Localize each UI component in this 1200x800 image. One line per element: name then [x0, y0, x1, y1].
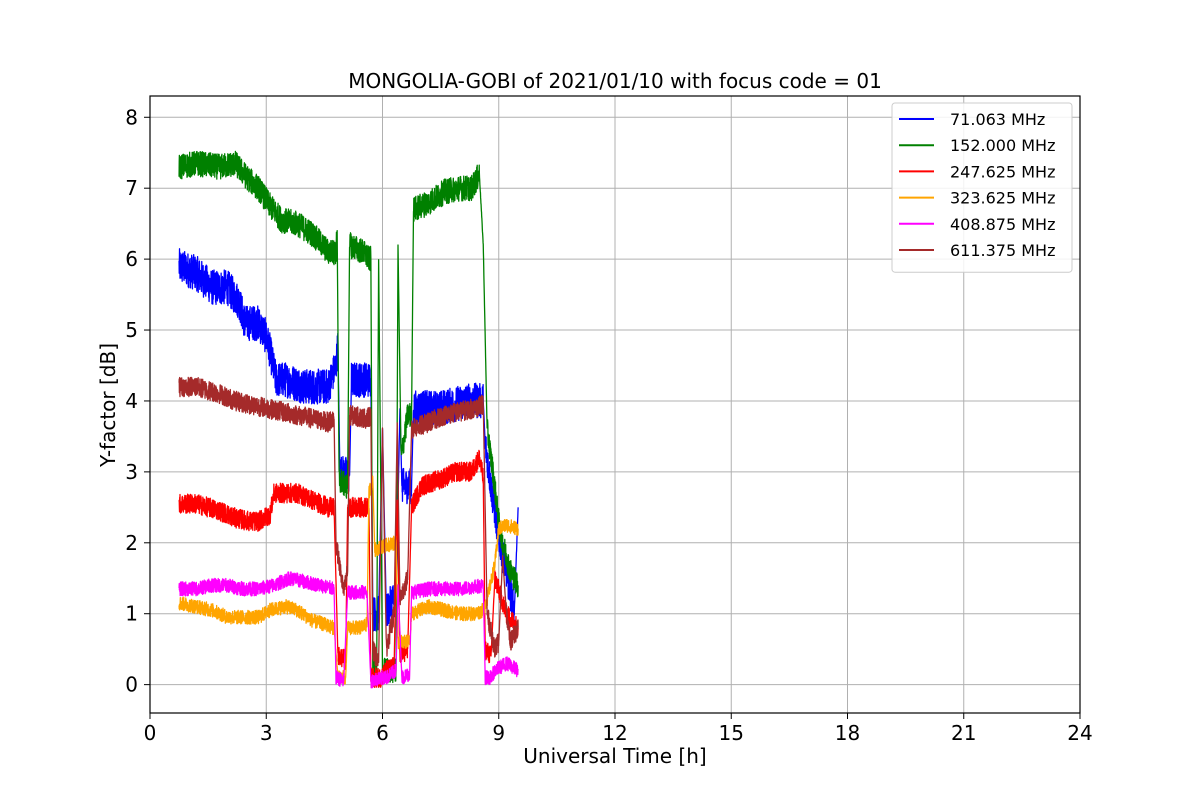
- legend-label-4: 408.875 MHz: [950, 215, 1055, 234]
- legend-label-3: 323.625 MHz: [950, 189, 1055, 208]
- series-line-1: [178, 150, 519, 684]
- legend: 71.063 MHz 152.000 MHz 247.625 MHz 323.625 …: [891, 102, 1073, 273]
- y-tick-label: 3: [125, 460, 138, 484]
- x-tick-label: 3: [260, 721, 273, 745]
- x-tick-label: 15: [719, 721, 744, 745]
- y-axis-label: Y-factor [dB]: [96, 343, 120, 468]
- x-tick-label: 21: [951, 721, 976, 745]
- y-axis: 0 1 2 3 4 5 6 7 8: [125, 105, 150, 697]
- x-tick-label: 24: [1067, 721, 1092, 745]
- x-tick-label: 9: [492, 721, 505, 745]
- x-tick-label: 0: [144, 721, 157, 745]
- series-line-5: [178, 376, 519, 667]
- legend-label-1: 152.000 MHz: [950, 136, 1055, 155]
- x-axis: 0 3 6 9 12 15 18 21 24: [144, 713, 1093, 745]
- chart-title: MONGOLIA-GOBI of 2021/01/10 with focus c…: [348, 69, 882, 93]
- legend-box: [891, 102, 1073, 273]
- x-tick-label: 18: [835, 721, 860, 745]
- series-lines: [178, 150, 519, 689]
- legend-label-5: 611.375 MHz: [950, 241, 1055, 260]
- legend-label-2: 247.625 MHz: [950, 162, 1055, 181]
- x-tick-label: 12: [602, 721, 627, 745]
- legend-label-0: 71.063 MHz: [950, 110, 1045, 129]
- y-tick-label: 7: [125, 176, 138, 200]
- y-tick-label: 5: [125, 318, 138, 342]
- y-tick-label: 6: [125, 247, 138, 271]
- y-tick-label: 1: [125, 602, 138, 626]
- y-tick-label: 4: [125, 389, 138, 413]
- x-axis-label: Universal Time [h]: [523, 744, 706, 768]
- series-line-4: [178, 571, 519, 689]
- y-tick-label: 0: [125, 673, 138, 697]
- y-tick-label: 8: [125, 105, 138, 129]
- series-line-3: [178, 475, 519, 685]
- x-tick-label: 6: [376, 721, 389, 745]
- y-tick-label: 2: [125, 531, 138, 555]
